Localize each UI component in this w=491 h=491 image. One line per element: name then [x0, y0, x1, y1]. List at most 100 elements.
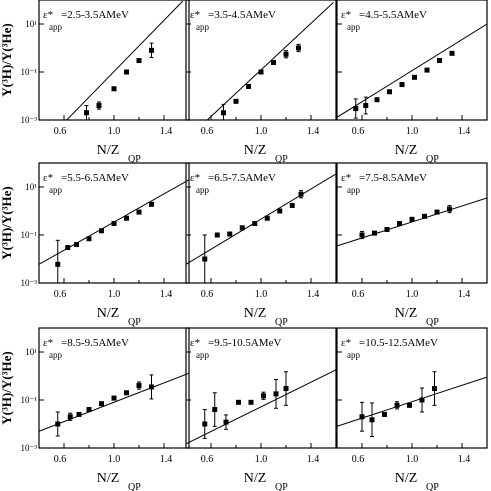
- panel-8: 0.6 1.0 1.4 ε*app=9.5-10.5AMeV N/Z QP: [185, 327, 337, 491]
- data-point: [258, 69, 264, 75]
- data-point: [409, 216, 415, 222]
- data-point: [422, 213, 427, 219]
- data-point: [236, 399, 241, 405]
- data-point: [394, 402, 400, 408]
- panel-1: 0.6 1.0 1.4 10⁻³ 10⁻¹ 10¹ ε*app=2.5-3.5AMeV N/Z…: [21, 0, 190, 165]
- y-tick-label: 10¹: [25, 347, 37, 357]
- x-tick-label: 0.6: [201, 454, 214, 465]
- data-point: [76, 411, 82, 417]
- x-axis-label-sub: QP: [128, 154, 141, 165]
- x-tick-label: 1.0: [108, 289, 121, 300]
- energy-range-label: =8.5-9.5AMeV: [61, 337, 129, 349]
- data-point: [149, 47, 154, 53]
- data-point: [384, 226, 390, 232]
- energy-range-label: =10.5-12.5AMeV: [359, 337, 438, 349]
- epsilon-subscript: app: [49, 22, 62, 32]
- data-point: [221, 110, 226, 116]
- data-point: [387, 89, 392, 95]
- y-tick-label: 10¹: [25, 19, 37, 29]
- x-tick-label: 1.4: [458, 126, 471, 137]
- data-point: [434, 209, 440, 215]
- x-tick-label: 1.0: [406, 289, 419, 300]
- data-point: [99, 401, 104, 407]
- data-point: [136, 209, 142, 215]
- energy-range-label: =7.5-8.5AMeV: [359, 172, 427, 184]
- x-tick-label: 1.4: [160, 454, 173, 465]
- energy-range-label: =3.5-4.5AMeV: [208, 9, 276, 21]
- y-tick-label: 10⁻¹: [21, 230, 38, 240]
- y-axis-label: Y(³H)/Y(³He): [0, 186, 14, 260]
- x-axis-label-sub: QP: [128, 317, 141, 328]
- x-tick-label: 1.4: [307, 126, 320, 137]
- fit-line: [206, 1, 334, 120]
- data-point: [202, 256, 208, 262]
- data-point: [67, 414, 73, 420]
- data-point: [227, 231, 233, 237]
- data-point: [149, 384, 154, 390]
- data-point: [86, 236, 92, 242]
- data-point: [124, 390, 129, 396]
- x-tick-label: 1.0: [406, 126, 419, 137]
- x-axis-label: N/Z: [97, 471, 120, 486]
- panel-4: 0.6 1.0 1.4 10⁻³ 10⁻¹ 10¹ ε*app=5.5-6.5AMeV N/Z…: [21, 162, 190, 328]
- x-axis-label-sub: QP: [426, 154, 439, 165]
- energy-range-label: =2.5-3.5AMeV: [61, 9, 129, 21]
- epsilon-subscript: app: [347, 185, 360, 195]
- data-point: [124, 215, 129, 221]
- fit-line: [39, 372, 189, 432]
- epsilon-label: ε*: [190, 172, 200, 184]
- x-tick-label: 0.6: [352, 126, 365, 137]
- data-point: [412, 74, 417, 80]
- data-point: [353, 106, 359, 112]
- data-point: [202, 421, 208, 427]
- data-point: [239, 225, 245, 231]
- epsilon-label: ε*: [190, 337, 200, 349]
- data-point: [296, 45, 301, 51]
- x-tick-label: 1.0: [108, 454, 121, 465]
- x-axis-label-sub: QP: [426, 317, 439, 328]
- panel-5: 0.6 1.0 1.4 ε*app=6.5-7.5AMeV N/Z QP: [185, 162, 337, 328]
- x-tick-label: 1.4: [307, 454, 320, 465]
- data-point: [111, 86, 117, 92]
- x-tick-label: 1.4: [160, 126, 173, 137]
- y-tick-label: 10⁻³: [21, 278, 38, 288]
- data-point: [283, 51, 289, 57]
- data-point: [99, 228, 104, 234]
- data-point: [233, 98, 239, 104]
- data-point: [374, 97, 380, 103]
- x-axis-label-sub: QP: [275, 482, 288, 491]
- epsilon-label: ε*: [341, 172, 351, 184]
- data-point: [86, 407, 92, 413]
- x-tick-label: 0.6: [201, 289, 214, 300]
- panel-9: 0.6 1.0 1.4 ε*app=10.5-12.5AMeV N/Z QP: [336, 327, 488, 491]
- data-point: [111, 395, 117, 401]
- x-tick-label: 1.0: [255, 454, 268, 465]
- epsilon-subscript: app: [196, 185, 209, 195]
- data-point: [432, 386, 437, 392]
- fit-line: [337, 23, 487, 118]
- x-tick-label: 0.6: [54, 289, 67, 300]
- data-point: [55, 261, 61, 267]
- energy-range-label: =4.5-5.5AMeV: [359, 9, 427, 21]
- y-axis-label: Y(³H)/Y(³He): [0, 23, 14, 97]
- energy-range-label: =5.5-6.5AMeV: [61, 172, 129, 184]
- data-point: [65, 245, 71, 251]
- x-tick-label: 0.6: [54, 454, 67, 465]
- epsilon-label: ε*: [190, 9, 200, 21]
- data-point: [136, 383, 142, 389]
- x-axis-label: N/Z: [244, 143, 267, 158]
- x-axis-label: N/Z: [97, 306, 120, 321]
- x-tick-label: 1.4: [458, 454, 471, 465]
- x-axis-label: N/Z: [244, 306, 267, 321]
- x-tick-label: 1.4: [307, 289, 320, 300]
- data-point: [372, 230, 377, 236]
- x-tick-label: 1.4: [458, 289, 471, 300]
- x-axis-label: N/Z: [395, 143, 418, 158]
- x-axis-label: N/Z: [395, 306, 418, 321]
- y-tick-label: 10⁻¹: [21, 67, 38, 77]
- panel-6: 0.6 1.0 1.4 ε*app=7.5-8.5AMeV N/Z QP: [336, 162, 488, 328]
- epsilon-subscript: app: [196, 22, 209, 32]
- x-tick-label: 0.6: [54, 126, 67, 137]
- y-tick-label: 10¹: [25, 182, 37, 192]
- fit-line: [337, 197, 487, 247]
